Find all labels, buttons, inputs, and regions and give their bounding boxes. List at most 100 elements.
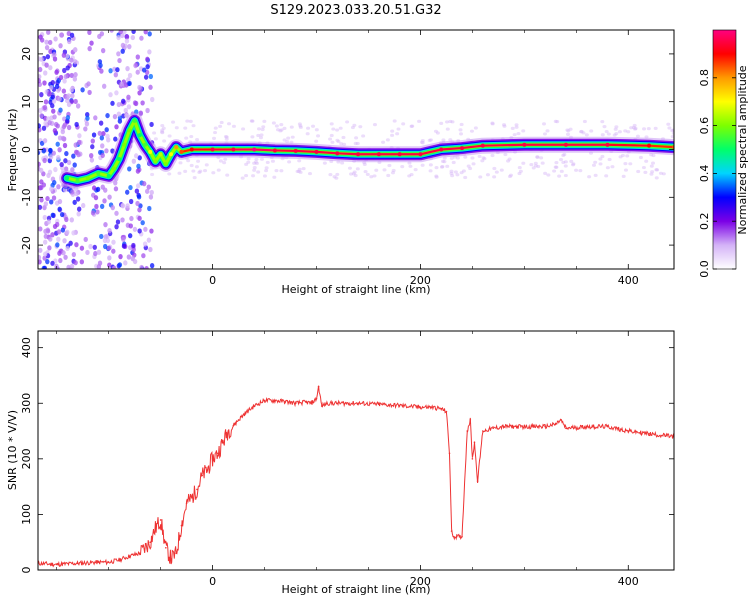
snr-marks — [38, 385, 674, 568]
ridge-core-segment — [294, 149, 318, 153]
noise-blob — [43, 70, 48, 76]
y-tick-label: 200 — [20, 448, 33, 469]
noise-blob — [332, 175, 337, 179]
noise-blob — [73, 72, 78, 78]
noise-blob — [631, 125, 636, 130]
noise-blob — [257, 127, 262, 131]
noise-blob — [546, 173, 551, 177]
noise-blob — [653, 126, 658, 131]
noise-blob — [211, 171, 216, 175]
noise-blob — [254, 161, 259, 165]
noise-blob — [113, 186, 119, 192]
noise-blob — [51, 195, 57, 201]
noise-blob — [386, 173, 391, 178]
snr-y-ticks: 0 100 200 300 400 — [20, 337, 674, 574]
noise-blob — [70, 93, 75, 99]
colorbar-gradient — [713, 30, 736, 269]
noise-blob — [468, 166, 473, 171]
noise-blob — [297, 167, 302, 171]
noise-blob — [135, 168, 141, 174]
noise-blob — [289, 125, 294, 129]
noise-blob — [106, 245, 112, 251]
ridge-point — [460, 146, 464, 151]
noise-blob — [655, 168, 660, 172]
noise-blob — [442, 156, 447, 160]
noise-blob — [117, 262, 123, 268]
snr-point — [222, 441, 224, 443]
noise-blob — [121, 236, 126, 242]
noise-blob — [566, 129, 571, 133]
noise-blob — [107, 262, 112, 268]
noise-blob — [473, 126, 478, 130]
noise-blob — [612, 133, 617, 137]
noise-blob — [203, 168, 208, 173]
noise-blob — [459, 132, 464, 136]
noise-blob — [361, 134, 366, 138]
noise-blob — [224, 135, 229, 139]
ridge-core-segment — [315, 150, 339, 155]
noise-blob — [506, 159, 511, 163]
noise-blob — [535, 155, 540, 159]
colorbar-tick-label: 0.4 — [698, 165, 711, 183]
noise-blob — [38, 259, 42, 265]
noise-blob — [186, 159, 191, 163]
snr-point — [237, 419, 240, 421]
noise-blob — [107, 255, 112, 261]
noise-blob — [204, 163, 209, 167]
noise-blob — [261, 125, 266, 129]
noise-blob — [512, 133, 517, 137]
noise-blob — [113, 72, 119, 78]
noise-blob — [643, 170, 648, 174]
noise-blob — [101, 130, 106, 137]
noise-blob — [145, 56, 150, 62]
noise-blob — [420, 139, 425, 143]
snr-point — [559, 419, 562, 421]
noise-blob — [492, 166, 497, 171]
noise-blob — [478, 175, 483, 179]
noise-blob — [102, 198, 107, 204]
noise-blob — [448, 119, 453, 124]
noise-blob — [77, 133, 82, 139]
noise-blob — [374, 168, 379, 172]
noise-blob — [218, 159, 223, 163]
noise-blob — [108, 68, 113, 74]
snr-point — [481, 430, 484, 432]
ridge-point — [163, 161, 168, 166]
noise-blob — [521, 161, 526, 165]
ridge-point — [111, 166, 116, 171]
noise-blob — [252, 165, 257, 170]
noise-blob — [301, 167, 306, 171]
noise-blob — [49, 199, 54, 205]
noise-blob — [434, 174, 439, 178]
noise-blob — [244, 173, 249, 178]
ridge-point — [143, 142, 148, 147]
noise-blob — [350, 125, 355, 130]
noise-blob — [667, 126, 672, 130]
snr-panel: 0 200 400 0 100 200 300 400 Height of straight… — [6, 330, 675, 596]
noise-blob — [143, 74, 149, 80]
noise-blob — [365, 172, 370, 177]
noise-blob — [449, 169, 454, 173]
noise-blob — [116, 101, 122, 108]
x-tick-label: 0 — [209, 274, 216, 287]
noise-blob — [38, 254, 42, 261]
noise-blob — [145, 107, 150, 114]
snr-point — [315, 398, 318, 400]
noise-blob — [390, 129, 395, 133]
noise-blob — [83, 236, 88, 243]
snr-point — [294, 402, 297, 405]
noise-blob — [329, 133, 334, 138]
noise-blob — [264, 168, 269, 173]
noise-blob — [99, 135, 105, 141]
noise-blob — [600, 154, 605, 159]
noise-blob — [401, 122, 406, 126]
noise-blob — [434, 175, 439, 179]
noise-blob — [390, 171, 395, 175]
noise-blob — [47, 120, 52, 126]
noise-blob — [72, 76, 78, 82]
noise-blob — [463, 175, 468, 180]
noise-blob — [43, 99, 49, 105]
noise-blob — [407, 174, 412, 178]
ridge-core-segment — [481, 143, 526, 147]
noise-blob — [183, 169, 188, 173]
